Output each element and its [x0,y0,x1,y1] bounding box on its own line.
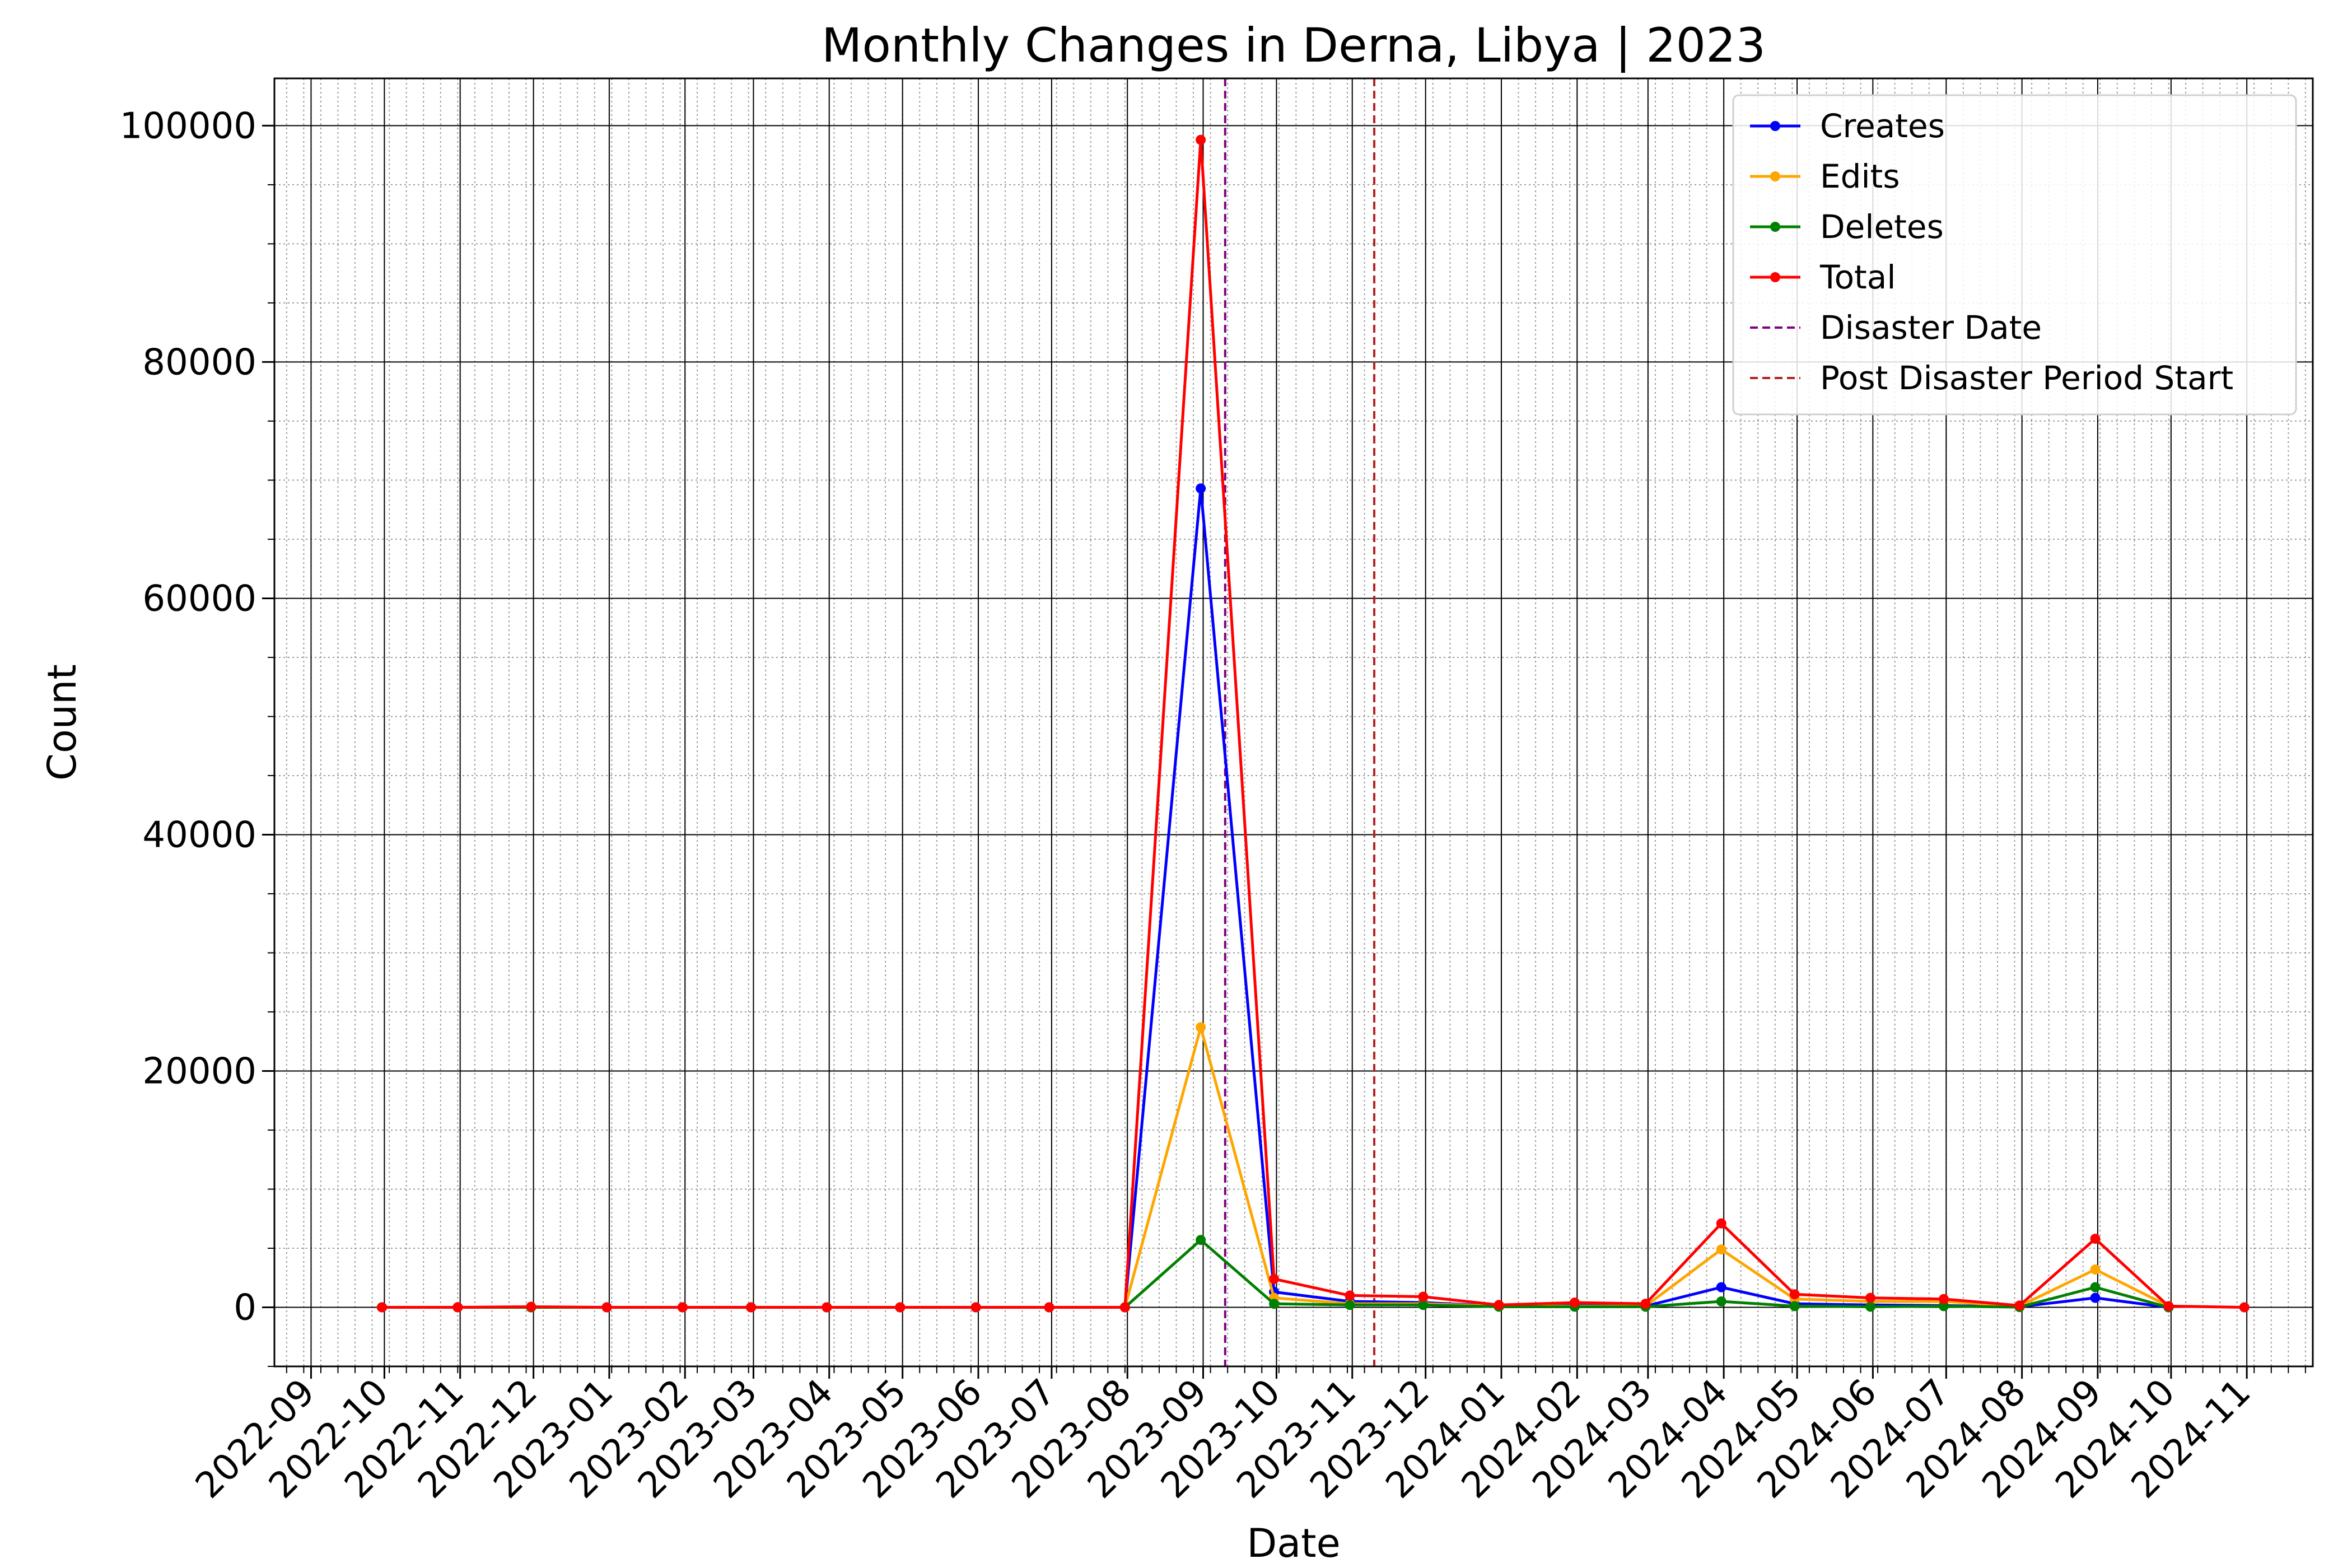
data-point-deletes [2090,1282,2101,1292]
data-point-total [1196,134,1206,145]
data-point-total [677,1302,688,1313]
data-point-total [1345,1290,1355,1301]
legend-label-post-disaster-period-start: Post Disaster Period Start [1820,359,2233,397]
y-tick-label: 60000 [142,578,256,619]
reference-lines [1224,78,1376,1366]
data-point-edits [1196,1022,1206,1033]
data-point-total [1418,1291,1429,1302]
data-point-edits [2090,1264,2101,1275]
data-point-total [1569,1298,1580,1308]
data-point-deletes [1418,1300,1429,1310]
data-point-total [2239,1302,2250,1313]
data-point-deletes [1865,1301,1876,1312]
y-tick-label: 100000 [120,105,256,147]
data-point-deletes [1345,1300,1355,1310]
data-point-total [1269,1273,1280,1284]
data-point-total [377,1302,388,1313]
series-line-total [382,138,2244,1309]
data-point-total [746,1302,757,1313]
y-tick-label: 40000 [142,814,256,856]
data-point-total [895,1302,906,1313]
data-point-total [1494,1300,1504,1310]
data-point-total [452,1302,463,1313]
data-point-total [1640,1299,1651,1309]
legend: Creates Edits Deletes Total Disaster Date Pos… [1732,94,2297,416]
chart-title: Monthly Changes in Derna, Libya | 2023 [822,18,1766,73]
data-point-total [2014,1300,2025,1311]
data-point-total [970,1302,981,1313]
data-point-total [1119,1302,1130,1313]
data-point-edits [1716,1244,1726,1255]
data-point-total [2163,1301,2174,1312]
series-lines [377,134,2250,1313]
data-point-total [1044,1302,1054,1313]
legend-marker-deletes [1770,222,1780,232]
legend-label-disaster-date: Disaster Date [1820,309,2042,347]
data-point-total [601,1302,612,1313]
legend-label-deletes: Deletes [1820,208,1944,246]
major-grid [274,78,2313,1366]
legend-label-edits: Edits [1820,157,1900,195]
data-point-creates [1196,483,1206,494]
data-point-creates [1716,1282,1726,1292]
legend-marker-total [1770,272,1780,282]
legend-marker-edits [1770,171,1780,181]
data-point-total [1938,1294,1949,1304]
y-tick-label: 0 [234,1287,256,1328]
data-point-deletes [1716,1296,1726,1306]
data-point-deletes [1789,1301,1800,1312]
data-point-deletes [1938,1301,1949,1312]
legend-marker-creates [1770,121,1780,131]
data-point-deletes [1196,1235,1206,1245]
y-axis-label: Count [39,664,85,781]
legend-box [1732,94,2297,416]
data-point-total [1716,1218,1726,1229]
series-line-creates [382,487,2169,1309]
series-line-edits [382,1025,2169,1309]
y-tick-label: 20000 [142,1051,256,1092]
legend-label-total: Total [1819,258,1896,296]
data-point-total [822,1302,832,1313]
plot-frame [273,77,2314,1368]
data-point-creates [2090,1292,2101,1303]
data-point-total [2090,1234,2101,1244]
data-point-deletes [1269,1299,1280,1309]
legend-label-creates: Creates [1820,107,1945,145]
y-tick-label: 80000 [142,342,256,383]
data-point-total [1789,1289,1800,1300]
data-point-total [1865,1292,1876,1303]
data-point-total [526,1301,536,1312]
x-axis-label: Date [1247,1520,1340,1566]
